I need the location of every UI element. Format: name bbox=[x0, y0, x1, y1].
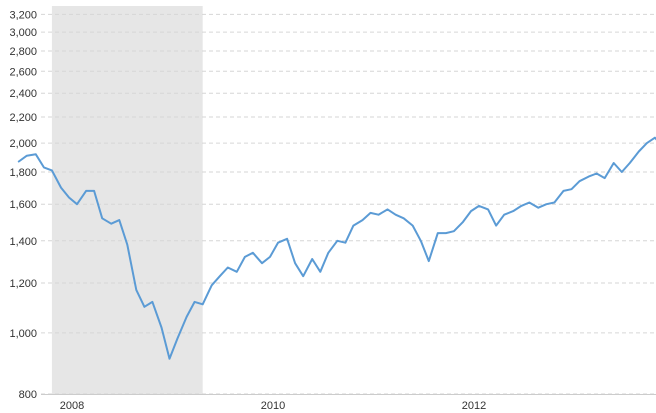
y-tick-label: 2,400 bbox=[9, 88, 37, 100]
recession-shading bbox=[51, 6, 203, 394]
y-tick-label: 2,800 bbox=[9, 46, 37, 58]
y-tick-label: 3,200 bbox=[9, 9, 37, 21]
x-tick-label: 2012 bbox=[462, 400, 486, 412]
series-line bbox=[17, 136, 656, 360]
y-tick-label: 1,200 bbox=[9, 278, 37, 290]
y-tick-label: 1,600 bbox=[9, 199, 37, 211]
x-tick-label: 2008 bbox=[60, 400, 84, 412]
y-tick-label: 2,200 bbox=[9, 112, 37, 124]
gridlines bbox=[41, 13, 656, 395]
y-tick-label: 800 bbox=[19, 389, 37, 401]
shaded-region-layer bbox=[51, 6, 203, 394]
x-tick-label: 2010 bbox=[261, 400, 285, 412]
y-tick-label: 1,400 bbox=[9, 236, 37, 248]
y-tick-label: 1,800 bbox=[9, 167, 37, 179]
x-axis-labels: 200820102012201420162018 bbox=[60, 400, 486, 412]
y-axis-labels: 800 1,000 1,200 1,400 1,600 1,800 2,000 2,200 2,… bbox=[9, 9, 37, 401]
y-tick-label: 3,000 bbox=[9, 27, 37, 39]
y-tick-label: 1,000 bbox=[9, 328, 37, 340]
y-tick-label: 2,600 bbox=[9, 66, 37, 78]
y-tick-label: 2,000 bbox=[9, 138, 37, 150]
series-layer bbox=[17, 136, 656, 360]
